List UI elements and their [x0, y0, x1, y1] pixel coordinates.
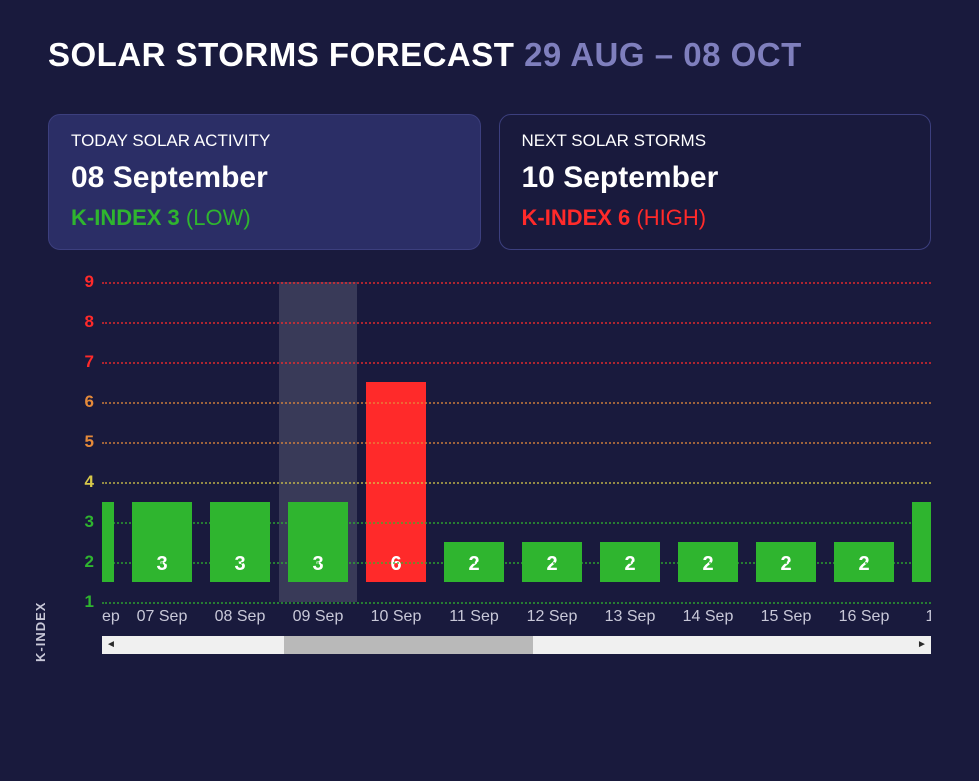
chart-bar-value-label: 3 — [288, 553, 348, 576]
x-tick-label: 12 Sep — [527, 608, 578, 626]
chart-bar-value-label: 6 — [366, 553, 426, 576]
chart-gridline — [102, 282, 931, 284]
chart-bar[interactable]: 3 — [132, 502, 192, 582]
chart-gridline — [102, 482, 931, 484]
chart-bar-value-label: 2 — [444, 553, 504, 576]
x-tick-label: 14 Sep — [683, 608, 734, 626]
kindex-bar-chart: K-INDEX 33362222223 07 Sep08 Sep09 Sep10… — [60, 282, 931, 662]
y-tick-label: 8 — [78, 312, 94, 332]
x-tick-label: 13 Sep — [605, 608, 656, 626]
x-tick-label: 16 Sep — [839, 608, 890, 626]
y-tick-label: 5 — [78, 432, 94, 452]
x-tick-label-fragment-right: 17 S — [926, 608, 931, 626]
chart-bar-value-label: 2 — [522, 553, 582, 576]
chart-gridline — [102, 322, 931, 324]
chart-gridline — [102, 522, 931, 524]
chart-bar-value-label: 3 — [210, 553, 270, 576]
card-next-kindex: K-INDEX 6 (HIGH) — [522, 205, 909, 231]
title-range: 29 AUG – 08 OCT — [524, 36, 802, 73]
y-tick-label: 7 — [78, 352, 94, 372]
chart-gridline — [102, 442, 931, 444]
chart-bar-value-label: 2 — [600, 553, 660, 576]
y-tick-label: 2 — [78, 552, 94, 572]
card-today-k-level: (LOW) — [180, 205, 251, 230]
scroll-left-arrow-icon[interactable]: ◄ — [102, 636, 120, 654]
chart-bar-value-label: 2 — [678, 553, 738, 576]
chart-gridline — [102, 602, 931, 604]
scroll-right-arrow-icon[interactable]: ► — [913, 636, 931, 654]
x-tick-label: 09 Sep — [293, 608, 344, 626]
card-today-label: TODAY SOLAR ACTIVITY — [71, 131, 458, 151]
x-tick-label-fragment-left: ep — [102, 608, 120, 626]
scroll-thumb[interactable] — [284, 636, 533, 654]
chart-bar-value-label: 3 — [912, 553, 931, 576]
summary-cards: TODAY SOLAR ACTIVITY 08 September K-INDE… — [48, 114, 931, 250]
title-prefix: SOLAR STORMS FORECAST — [48, 36, 524, 73]
card-today-kindex: K-INDEX 3 (LOW) — [71, 205, 458, 231]
chart-gridline — [102, 402, 931, 404]
chart-bar[interactable] — [102, 502, 114, 582]
card-next-k-value: K-INDEX 6 — [522, 205, 631, 230]
card-next-k-level: (HIGH) — [630, 205, 706, 230]
chart-bar-value-label: 3 — [132, 553, 192, 576]
card-next-date: 10 September — [522, 161, 909, 195]
y-tick-label: 6 — [78, 392, 94, 412]
chart-bar[interactable]: 3 — [210, 502, 270, 582]
y-tick-label: 9 — [78, 272, 94, 292]
y-tick-label: 4 — [78, 472, 94, 492]
chart-horizontal-scrollbar[interactable]: ◄ ► — [102, 636, 931, 654]
chart-bar[interactable]: 3 — [912, 502, 931, 582]
x-tick-label: 07 Sep — [137, 608, 188, 626]
card-next-label: NEXT SOLAR STORMS — [522, 131, 909, 151]
y-tick-label: 1 — [78, 592, 94, 612]
card-today-k-value: K-INDEX 3 — [71, 205, 180, 230]
chart-gridline — [102, 562, 931, 564]
y-axis-label: K-INDEX — [33, 602, 48, 662]
chart-gridline — [102, 362, 931, 364]
x-tick-label: 08 Sep — [215, 608, 266, 626]
x-tick-label: 11 Sep — [449, 608, 499, 626]
card-today-date: 08 September — [71, 161, 458, 195]
chart-bar[interactable]: 3 — [288, 502, 348, 582]
x-tick-label: 15 Sep — [761, 608, 812, 626]
x-tick-label: 10 Sep — [371, 608, 422, 626]
card-today[interactable]: TODAY SOLAR ACTIVITY 08 September K-INDE… — [48, 114, 481, 250]
page-title: SOLAR STORMS FORECAST 29 AUG – 08 OCT — [48, 36, 931, 74]
chart-bar-value-label: 2 — [834, 553, 894, 576]
chart-x-axis: 07 Sep 08 Sep 09 Sep 10 Sep 11 Sep 12 Sep 13 S… — [102, 608, 931, 630]
card-next[interactable]: NEXT SOLAR STORMS 10 September K-INDEX 6… — [499, 114, 932, 250]
chart-bar-value-label: 2 — [756, 553, 816, 576]
y-tick-label: 3 — [78, 512, 94, 532]
